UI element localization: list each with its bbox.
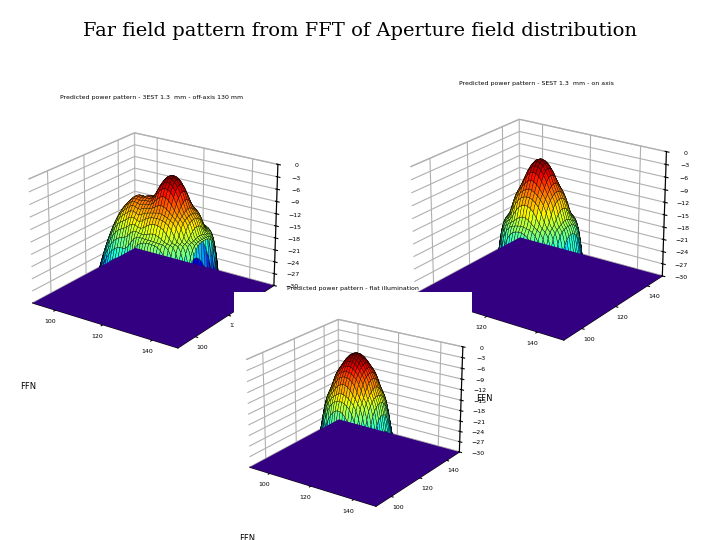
Title: Predicted power pattern - flat illumination: Predicted power pattern - flat illuminat… [287, 286, 419, 291]
Title: Predicted power pattern - SEST 1.3  mm - on axis: Predicted power pattern - SEST 1.3 mm - … [459, 81, 614, 86]
Text: FFN: FFN [239, 535, 255, 540]
Text: EFN: EFN [402, 375, 418, 384]
Text: FFN: FFN [20, 382, 36, 391]
Text: Far field pattern from FFT of Aperture field distribution: Far field pattern from FFT of Aperture f… [83, 22, 637, 39]
Text: EFN: EFN [477, 394, 493, 403]
Title: Predicted power pattern - 3EST 1.3  mm - off-axis 130 mm: Predicted power pattern - 3EST 1.3 mm - … [60, 96, 243, 100]
